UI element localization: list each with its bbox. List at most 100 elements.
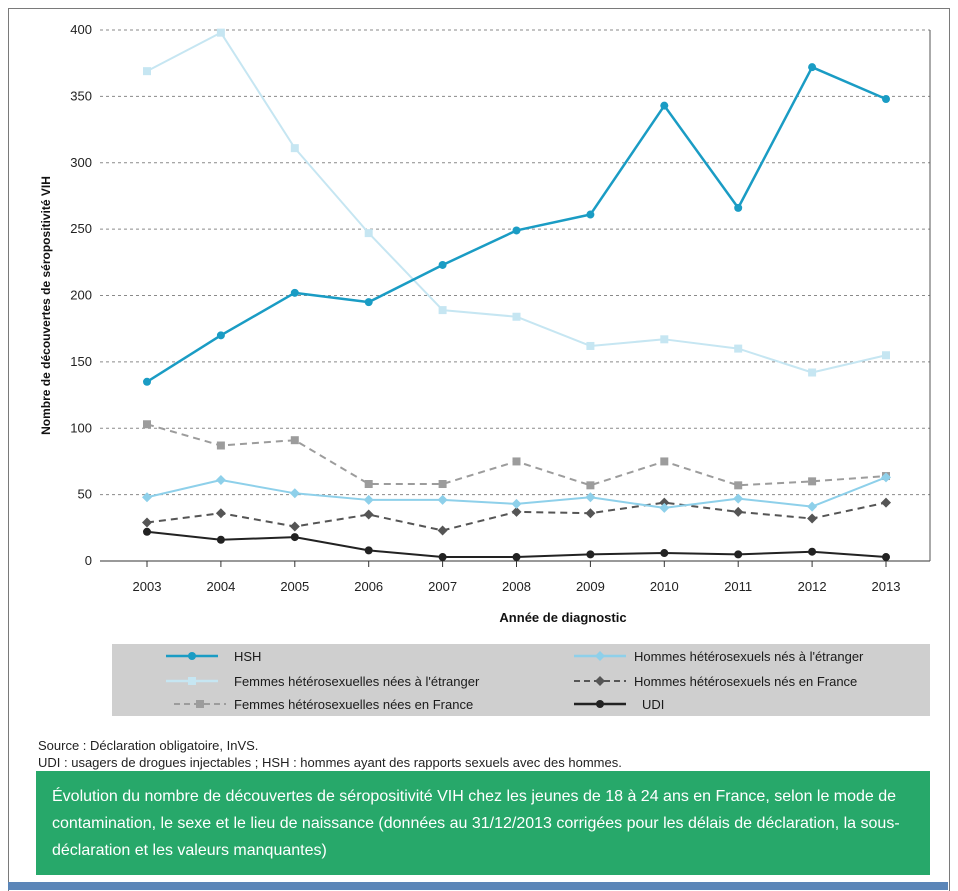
data-point [511, 498, 522, 509]
legend-item-femmes-etranger: Femmes hétérosexuelles nées à l'étranger [164, 671, 479, 691]
line-chart: 0 50 100 150 200 250 300 350 400 2003 2004 2005 2006… [39, 22, 931, 625]
figure-caption: Évolution du nombre de découvertes de sé… [36, 771, 930, 875]
y-tick-label: 350 [70, 88, 92, 103]
data-point [660, 101, 669, 110]
data-point [586, 341, 595, 350]
x-axis-title: Année de diagnostic [499, 610, 626, 625]
data-point [882, 553, 890, 562]
data-point [143, 420, 151, 429]
series-line [146, 31, 887, 374]
data-point [808, 547, 817, 556]
legend-item-hommes-france: Hommes hétérosexuels nés en France [572, 671, 857, 691]
data-point [438, 306, 447, 315]
data-point [585, 492, 596, 503]
legend-label: UDI [642, 696, 665, 712]
legend-label: Hommes hétérosexuels nés à l'étranger [634, 648, 864, 664]
y-tick-label: 0 [85, 553, 92, 568]
data-point [512, 312, 521, 321]
data-point [363, 509, 374, 520]
data-point [808, 368, 817, 377]
data-point [659, 502, 670, 513]
data-point [143, 527, 151, 536]
y-tick-label: 200 [70, 288, 92, 303]
data-point [143, 377, 151, 386]
series-line [146, 65, 887, 383]
x-tick-label: 2006 [354, 579, 383, 594]
data-point [512, 226, 521, 235]
data-point [438, 260, 447, 269]
x-tick-label: 2007 [428, 579, 457, 594]
y-axis-title: Nombre de découvertes de séropositivité … [39, 176, 53, 435]
legend-label: Hommes hétérosexuels nés en France [634, 673, 858, 689]
data-point [215, 508, 226, 519]
data-point [734, 550, 743, 559]
data-point [808, 477, 817, 486]
data-point [512, 457, 521, 466]
chart-legend: HSH Femmes hétérosexuelles nées à l'étra… [112, 644, 930, 716]
data-point [586, 481, 595, 490]
x-tick-label: 2004 [206, 579, 235, 594]
data-point [808, 63, 817, 72]
y-tick-label: 250 [70, 221, 92, 236]
legend-item-femmes-france: Femmes hétérosexuelles nées en France [172, 694, 473, 714]
data-point [733, 506, 744, 517]
legend-label: Femmes hétérosexuelles nées en France [234, 696, 474, 712]
source-note: Source : Déclaration obligatoire, InVS. … [38, 737, 622, 771]
y-tick-label: 300 [70, 155, 92, 170]
x-tick-label: 2003 [133, 579, 162, 594]
data-point [733, 493, 744, 504]
data-point [143, 67, 151, 76]
y-tick-label: 50 [78, 487, 92, 502]
data-point [290, 288, 299, 297]
data-point [734, 481, 743, 490]
data-point [364, 546, 373, 555]
data-point [289, 521, 300, 532]
data-point [289, 488, 300, 499]
data-point [142, 517, 152, 528]
data-point [660, 457, 669, 466]
data-point [512, 553, 521, 562]
data-point [216, 535, 225, 544]
data-point [216, 441, 225, 450]
data-point [881, 472, 891, 483]
data-point [734, 203, 743, 212]
x-tick-label: 2011 [724, 579, 752, 594]
data-point [216, 331, 225, 340]
data-point [438, 553, 447, 562]
legend-marker-hsh-icon [166, 652, 218, 660]
data-point [511, 506, 522, 517]
data-point [882, 95, 890, 104]
data-point [586, 210, 595, 219]
legend-marker-hommes-france-icon [574, 676, 626, 686]
legend-item-hsh: HSH [164, 646, 261, 666]
data-point [216, 28, 225, 37]
legend-item-udi: UDI [572, 694, 664, 714]
data-point [586, 550, 595, 559]
data-point [364, 298, 373, 307]
y-tick-label: 150 [70, 354, 92, 369]
data-point [364, 229, 373, 238]
data-point [437, 494, 448, 505]
data-point [882, 351, 890, 360]
legend-label: Femmes hétérosexuelles nées à l'étranger [234, 673, 480, 689]
bottom-bar [8, 882, 948, 890]
data-point [215, 475, 226, 486]
data-point [364, 480, 373, 489]
data-point [660, 335, 669, 344]
data-point [807, 513, 818, 524]
x-tick-label: 2009 [576, 579, 605, 594]
source-line: Source : Déclaration obligatoire, InVS. [38, 738, 259, 753]
data-point [585, 508, 596, 519]
data-point [881, 497, 891, 508]
data-point [290, 436, 299, 445]
x-tick-label: 2008 [502, 579, 531, 594]
legend-marker-femmes-etranger-icon [166, 677, 218, 685]
y-tick-label: 100 [70, 420, 92, 435]
y-tick-label: 400 [70, 22, 92, 37]
legend-marker-hommes-etranger-icon [574, 651, 626, 661]
data-point [660, 549, 669, 558]
figure-frame [8, 8, 950, 891]
legend-marker-udi-icon [574, 700, 626, 708]
data-point [290, 144, 299, 153]
series-line [146, 423, 887, 487]
